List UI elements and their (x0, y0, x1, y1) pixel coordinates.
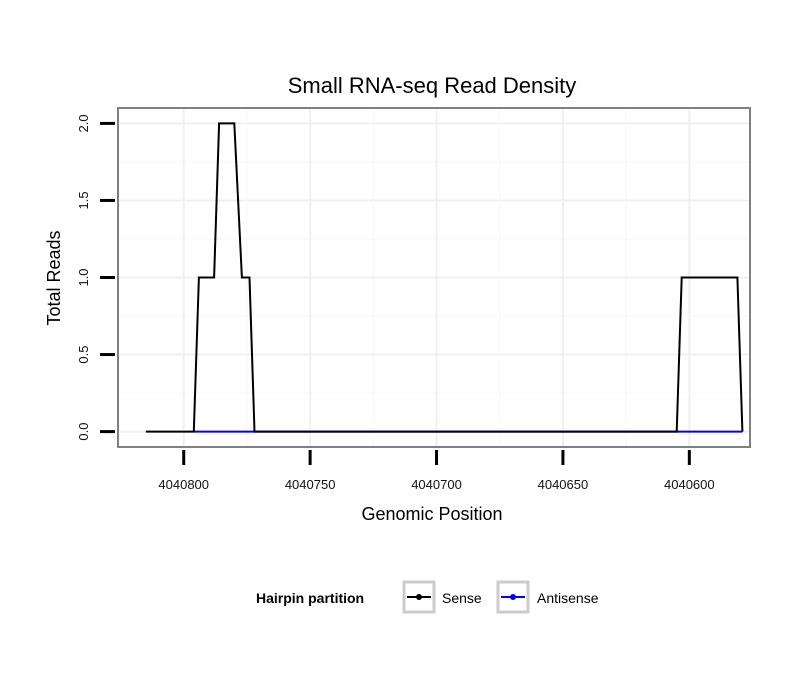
y-tick-label: 0.0 (76, 423, 91, 441)
y-axis-title: Total Reads (44, 230, 64, 325)
legend-dot-sense (416, 594, 422, 600)
x-tick-label: 4040650 (538, 477, 589, 492)
legend-key-antisense (496, 580, 530, 614)
x-tick-label: 4040700 (411, 477, 462, 492)
x-axis: 4040800 4040750 4040700 4040650 4040600 (158, 450, 715, 492)
y-tick-label: 1.5 (76, 191, 91, 209)
series-line-sense (145, 122, 744, 433)
y-axis: 0.0 0.5 1.0 1.5 2.0 (76, 114, 115, 441)
legend-dot-antisense (510, 594, 516, 600)
y-tick-label: 0.5 (76, 346, 91, 364)
legend-label-sense: Sense (442, 590, 482, 606)
y-tick-label: 1.0 (76, 268, 91, 286)
x-axis-title: Genomic Position (361, 504, 502, 524)
series-layer (145, 122, 744, 433)
legend-label-antisense: Antisense (537, 590, 599, 606)
legend-item-sense[interactable]: Sense (402, 580, 482, 614)
y-tick-label: 2.0 (76, 114, 91, 132)
chart-title: Small RNA-seq Read Density (288, 73, 577, 98)
legend-key-sense (402, 580, 436, 614)
x-tick-label: 4040600 (664, 477, 715, 492)
x-tick-label: 4040800 (158, 477, 209, 492)
legend-title: Hairpin partition (256, 590, 364, 606)
legend-item-antisense[interactable]: Antisense (496, 580, 599, 614)
x-tick-label: 4040750 (285, 477, 336, 492)
legend: Hairpin partition Sense Antisense (256, 580, 599, 614)
plot-border (117, 107, 751, 448)
